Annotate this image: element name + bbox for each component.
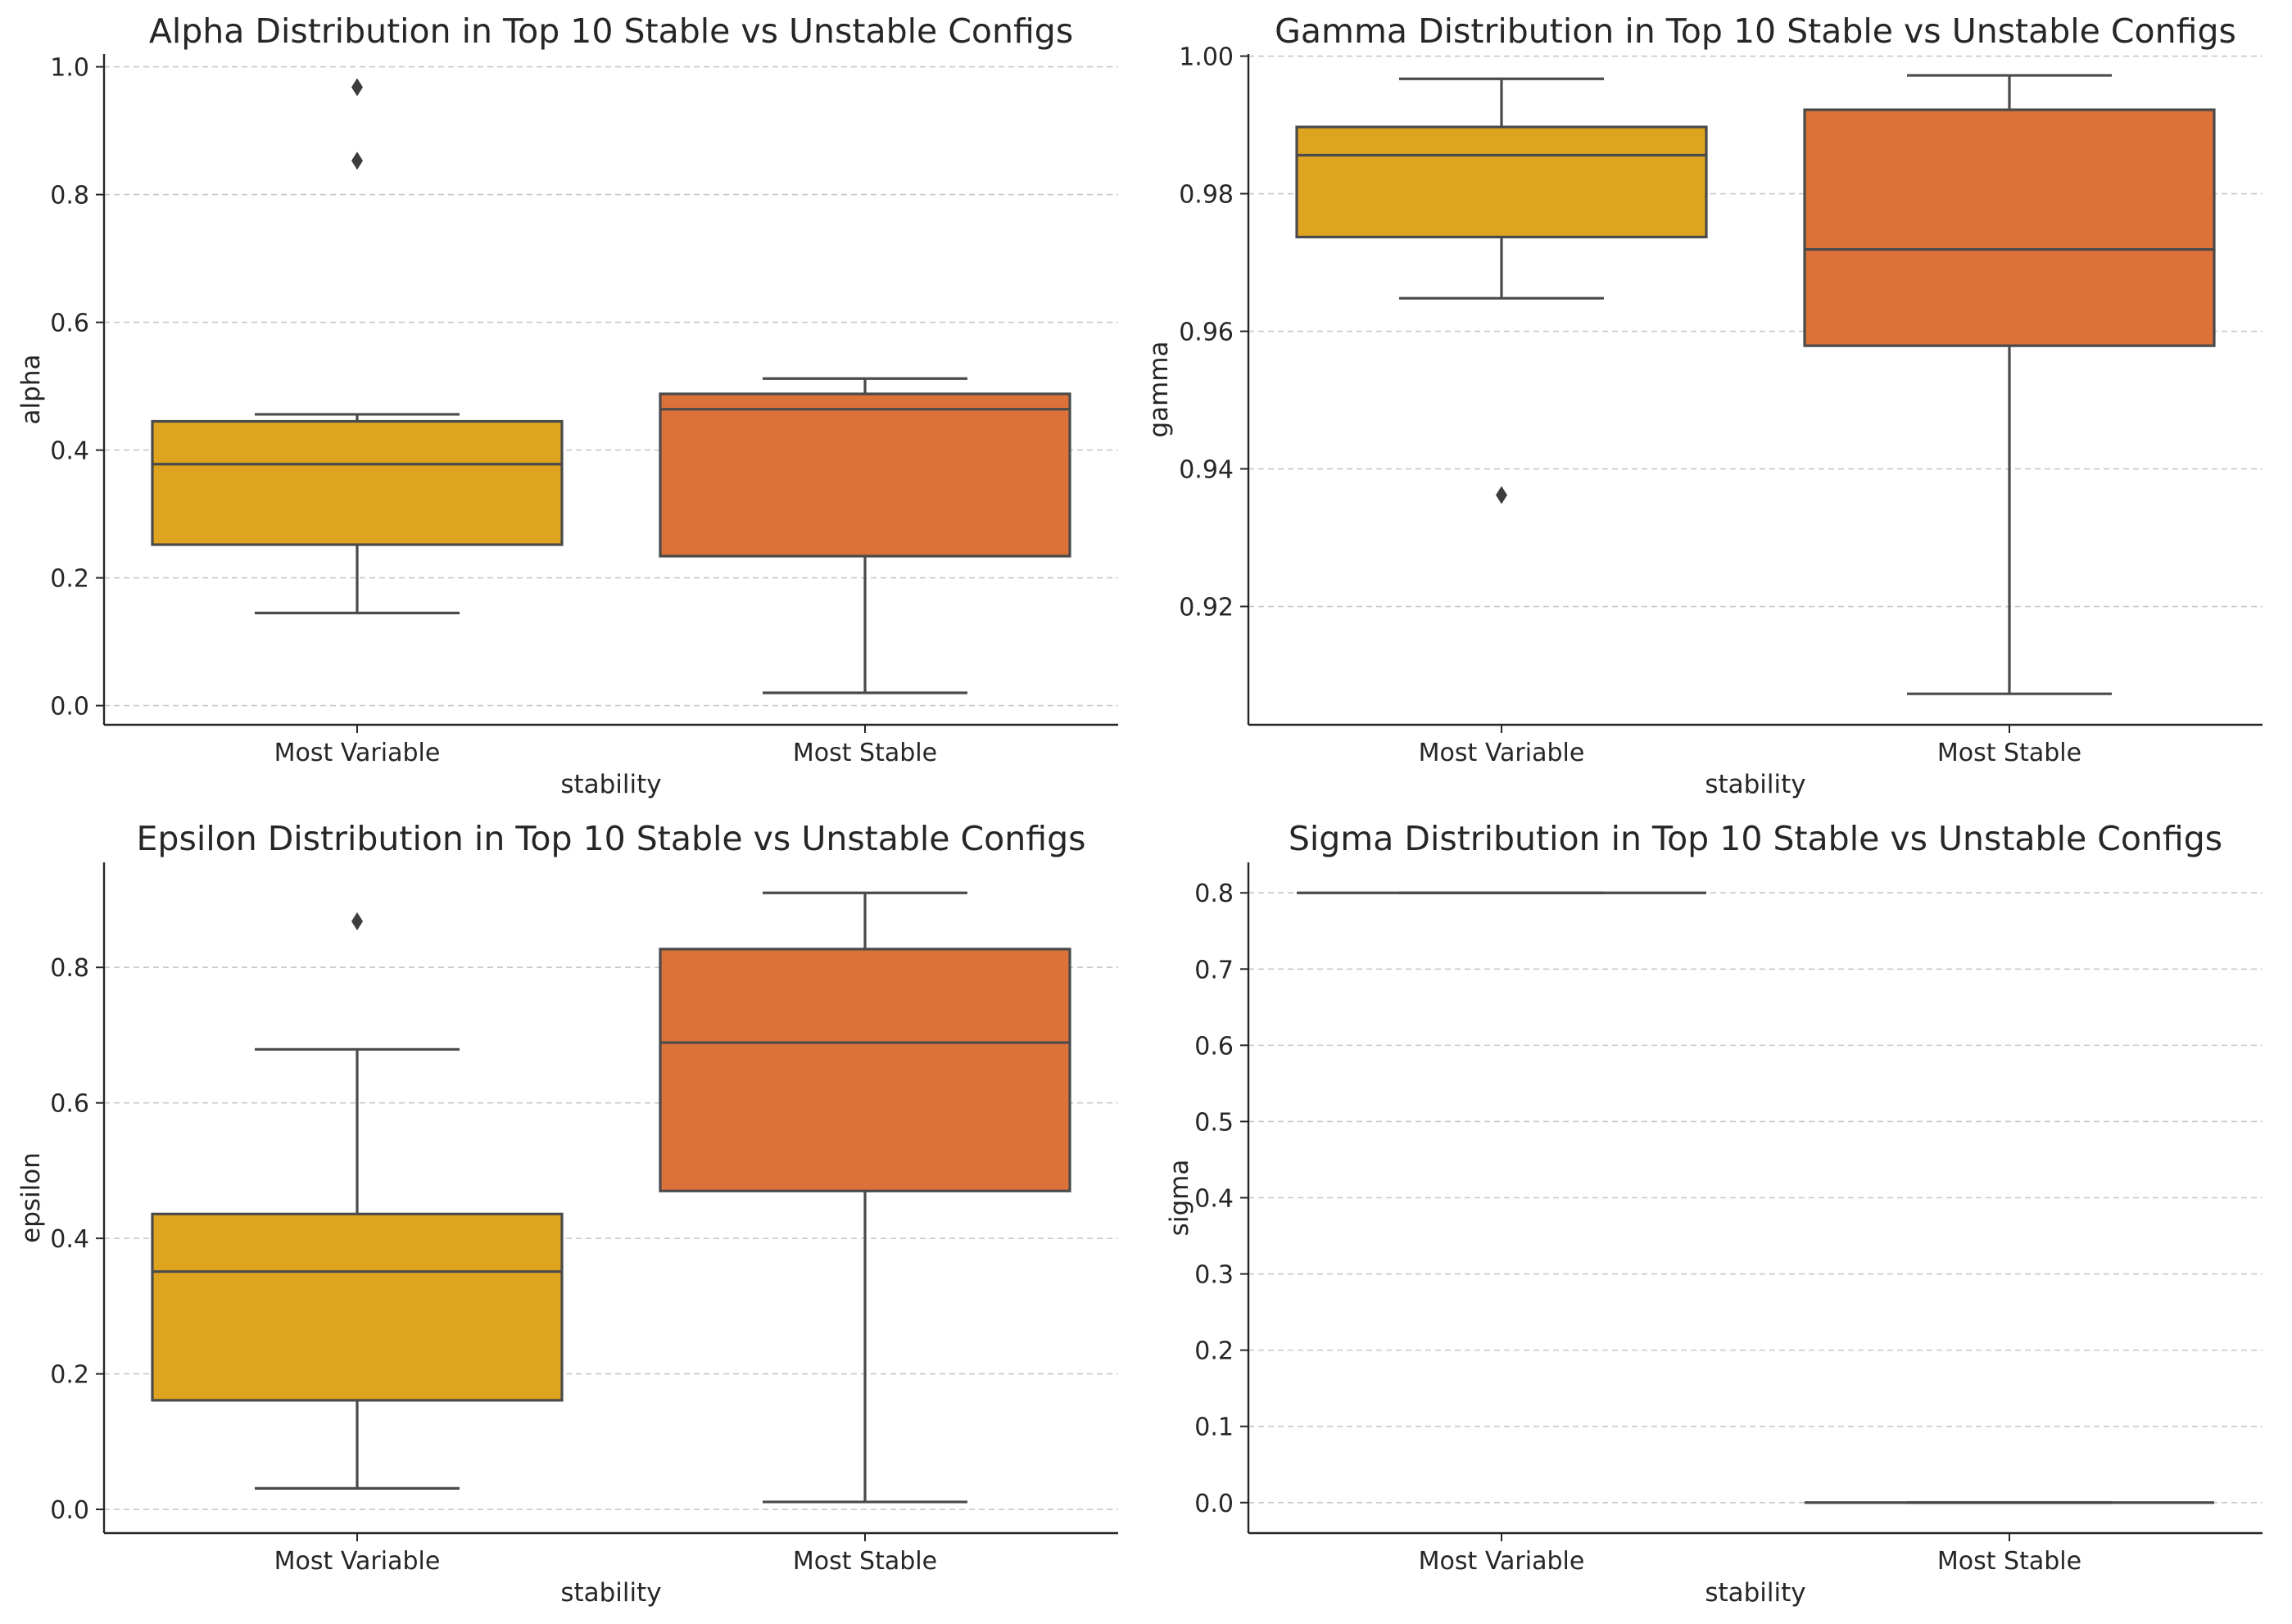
x-tick-label: Most Stable bbox=[793, 1547, 937, 1576]
y-axis-label: sigma bbox=[1165, 1160, 1194, 1237]
outlier-point bbox=[1496, 486, 1507, 504]
subplot-3: 0.0 0.2 0.4 0.6 0.8 Most Variable Most Stable E… bbox=[16, 819, 1118, 1608]
box-most-stable bbox=[659, 377, 1071, 694]
chart-title: Alpha Distribution in Top 10 Stable vs U… bbox=[149, 11, 1073, 51]
y-tick-label: 0.2 bbox=[50, 565, 89, 594]
y-tick-label: 0.4 bbox=[50, 1225, 89, 1254]
chart-title: Gamma Distribution in Top 10 Stable vs U… bbox=[1275, 11, 2236, 51]
y-tick-label: 0.92 bbox=[1179, 594, 1234, 622]
y-tick-label: 0.7 bbox=[1194, 956, 1234, 984]
x-axis-label: stability bbox=[560, 1578, 661, 1608]
subplot-1: 0.0 0.2 0.4 0.6 0.8 1.0 Most Variable Most Stab… bbox=[16, 11, 1118, 799]
y-tick-label: 0.8 bbox=[1194, 880, 1234, 908]
box-body bbox=[1295, 125, 1708, 239]
x-axis-label: stability bbox=[1705, 770, 1805, 799]
y-tick-label: 0.94 bbox=[1179, 456, 1234, 485]
y-tick-label: 0.2 bbox=[1194, 1337, 1234, 1366]
y-axis-label: gamma bbox=[1144, 341, 1174, 437]
box-most-variable bbox=[151, 912, 564, 1491]
y-tick-label: 0.0 bbox=[50, 693, 89, 722]
outlier-point bbox=[351, 152, 363, 170]
subplot-4: 0.0 0.1 0.2 0.3 0.4 0.5 0.6 0.7 0.8 Most Variable… bbox=[1165, 819, 2263, 1608]
y-tick-label: 0.2 bbox=[50, 1361, 89, 1390]
y-axis-label: alpha bbox=[16, 355, 46, 425]
x-tick-label: Most Variable bbox=[274, 739, 441, 767]
x-axis-label: stability bbox=[560, 770, 661, 799]
y-tick-label: 1.00 bbox=[1179, 43, 1234, 72]
y-tick-label: 0.8 bbox=[50, 182, 89, 210]
y-tick-label: 0.96 bbox=[1179, 319, 1234, 347]
y-tick-label: 0.5 bbox=[1194, 1108, 1234, 1137]
y-tick-label: 0.0 bbox=[50, 1496, 89, 1525]
x-tick-label: Most Stable bbox=[1937, 739, 2081, 767]
y-tick-label: 0.4 bbox=[50, 437, 89, 466]
outlier-point bbox=[351, 912, 363, 930]
box-most-variable bbox=[1295, 77, 1708, 504]
y-tick-label: 0.6 bbox=[1194, 1032, 1234, 1061]
x-tick-label: Most Variable bbox=[1419, 739, 1585, 767]
outlier-point bbox=[351, 78, 363, 97]
box-most-variable bbox=[151, 78, 564, 615]
box-body bbox=[659, 948, 1071, 1192]
y-tick-label: 0.3 bbox=[1194, 1261, 1234, 1290]
y-tick-label: 0.98 bbox=[1179, 181, 1234, 210]
box-body bbox=[659, 392, 1071, 558]
y-tick-label: 0.8 bbox=[50, 954, 89, 983]
box-body bbox=[151, 419, 564, 546]
box-body bbox=[1803, 108, 2216, 347]
y-tick-label: 0.0 bbox=[1194, 1490, 1234, 1518]
box-body bbox=[151, 1212, 564, 1402]
y-tick-label: 0.6 bbox=[50, 1090, 89, 1119]
x-tick-label: Most Variable bbox=[274, 1547, 441, 1576]
y-tick-label: 0.1 bbox=[1194, 1414, 1234, 1442]
x-axis-label: stability bbox=[1705, 1578, 1805, 1608]
box-most-stable bbox=[1803, 74, 2216, 695]
x-tick-label: Most Variable bbox=[1419, 1547, 1585, 1576]
y-axis-label: epsilon bbox=[16, 1152, 46, 1243]
x-tick-label: Most Stable bbox=[793, 739, 937, 767]
box-most-stable bbox=[659, 891, 1071, 1504]
y-tick-label: 0.6 bbox=[50, 310, 89, 338]
chart-title: Sigma Distribution in Top 10 Stable vs U… bbox=[1289, 819, 2222, 858]
y-tick-label: 1.0 bbox=[50, 54, 89, 83]
y-tick-label: 0.4 bbox=[1194, 1185, 1234, 1214]
x-tick-label: Most Stable bbox=[1937, 1547, 2081, 1576]
chart-title: Epsilon Distribution in Top 10 Stable vs… bbox=[137, 819, 1086, 858]
subplot-2: 0.92 0.94 0.96 0.98 1.00 Most Variable Most St… bbox=[1144, 11, 2263, 799]
